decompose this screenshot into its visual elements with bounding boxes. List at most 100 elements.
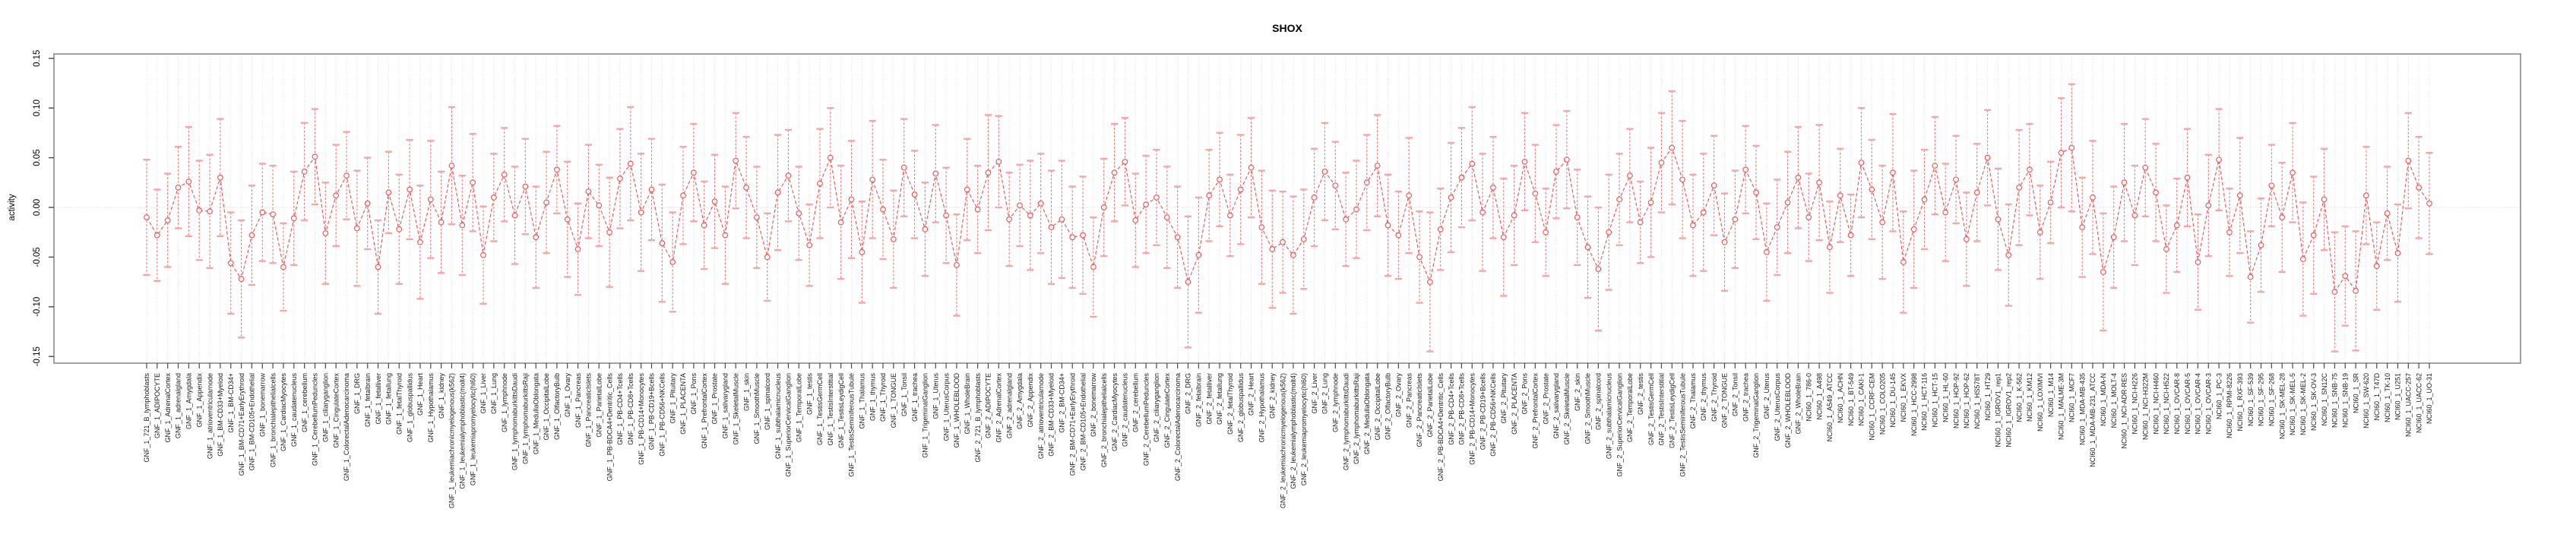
svg-text:GNF_2_BM-CD34+: GNF_2_BM-CD34+ — [1059, 373, 1066, 433]
svg-text:GNF_1_Prostate: GNF_1_Prostate — [711, 373, 719, 425]
svg-text:NCI60_1_HCT-116: NCI60_1_HCT-116 — [1921, 373, 1929, 431]
svg-text:GNF_1_lymphomaburkittsRaji: GNF_1_lymphomaburkittsRaji — [522, 373, 530, 464]
svg-text:NCI60_1_ACHN: NCI60_1_ACHN — [1837, 373, 1844, 423]
svg-text:GNF_2_PancreaticIslets: GNF_2_PancreaticIslets — [1416, 373, 1423, 447]
svg-text:GNF_2_MedullaOblongata: GNF_2_MedullaOblongata — [1363, 373, 1371, 454]
gridlines — [54, 54, 2521, 363]
svg-text:NCI60_1_OVCAR-3: NCI60_1_OVCAR-3 — [2204, 373, 2212, 435]
svg-text:GNF_2_bonemarrow: GNF_2_bonemarrow — [1090, 373, 1097, 438]
svg-text:GNF_2_trachea: GNF_2_trachea — [1742, 373, 1749, 422]
svg-text:GNF_1_lymphomaburkittsDaudi: GNF_1_lymphomaburkittsDaudi — [511, 373, 519, 470]
svg-text:GNF_2_PB-CD19+Bcells: GNF_2_PB-CD19+Bcells — [1479, 373, 1486, 451]
svg-text:GNF_2_Appendix: GNF_2_Appendix — [1027, 373, 1034, 428]
svg-text:NCI60_1_HCT-15: NCI60_1_HCT-15 — [1932, 373, 1939, 428]
svg-text:GNF_2_PrefrontalCortex: GNF_2_PrefrontalCortex — [1532, 373, 1540, 449]
svg-text:NCI60_1_CAKI-1: NCI60_1_CAKI-1 — [1858, 373, 1866, 426]
svg-text:GNF_1_Tonsil: GNF_1_Tonsil — [900, 373, 908, 416]
svg-text:GNF_2_cerebellum: GNF_2_cerebellum — [1131, 373, 1139, 432]
svg-text:GNF_2_Tonsil: GNF_2_Tonsil — [1732, 373, 1739, 416]
svg-text:GNF_1_Liver: GNF_1_Liver — [479, 373, 487, 414]
svg-text:GNF_2_caudatenucleus: GNF_2_caudatenucleus — [1122, 373, 1129, 447]
svg-text:GNF_2_Ovary: GNF_2_Ovary — [1395, 373, 1403, 418]
svg-text:GNF_2_PB-CD4+Tcells: GNF_2_PB-CD4+Tcells — [1448, 373, 1455, 445]
svg-text:GNF_1_lymphnode: GNF_1_lymphnode — [501, 373, 508, 432]
svg-text:NCI60_1_HT29: NCI60_1_HT29 — [1984, 373, 1992, 421]
svg-text:NCI60_1_DU-145: NCI60_1_DU-145 — [1889, 373, 1897, 428]
svg-text:NCI60_1_NCI-H322M: NCI60_1_NCI-H322M — [2141, 373, 2149, 440]
svg-text:GNF_2_SmoothMuscle: GNF_2_SmoothMuscle — [1584, 373, 1592, 444]
svg-text:NCI60_1_SK-MEL-5: NCI60_1_SK-MEL-5 — [2289, 373, 2296, 435]
svg-text:GNF_2_ADIPOCYTE: GNF_2_ADIPOCYTE — [985, 373, 992, 438]
svg-text:GNF_1_TemporalLobe: GNF_1_TemporalLobe — [795, 373, 802, 442]
svg-text:GNF_2_kidney: GNF_2_kidney — [1268, 373, 1276, 419]
svg-text:GNF_2_bronchialepithelialcells: GNF_2_bronchialepithelialcells — [1100, 373, 1108, 468]
svg-text:GNF_2_WholeBrain: GNF_2_WholeBrain — [1795, 373, 1802, 435]
svg-text:GNF_1_OlfactoryBulb: GNF_1_OlfactoryBulb — [553, 373, 561, 440]
svg-text:GNF_2_PB-CD8+Tcells: GNF_2_PB-CD8+Tcells — [1458, 373, 1466, 445]
svg-text:GNF_1_PLACENTA: GNF_1_PLACENTA — [679, 373, 687, 435]
svg-text:GNF_2_CingulateCortex: GNF_2_CingulateCortex — [1163, 373, 1171, 448]
svg-text:NCI60_1_NCI-H460: NCI60_1_NCI-H460 — [2152, 373, 2160, 435]
svg-text:GNF_2_lymphomaburkittsRaji: GNF_2_lymphomaburkittsRaji — [1353, 373, 1360, 464]
svg-text:GNF_1_bonemarrow: GNF_1_bonemarrow — [258, 373, 266, 438]
svg-text:GNF_2_WHOLEBLOOD: GNF_2_WHOLEBLOOD — [1784, 373, 1792, 448]
svg-text:NCI60_1_SF-295: NCI60_1_SF-295 — [2258, 373, 2265, 426]
svg-text:GNF_2_leukemiapromyelocytic(hl: GNF_2_leukemiapromyelocytic(hl60) — [1300, 373, 1308, 485]
error-bars — [143, 83, 2433, 353]
svg-text:GNF_1_BM-CD33+Myeloid: GNF_1_BM-CD33+Myeloid — [217, 373, 224, 457]
svg-text:GNF_1_CingulateCortex: GNF_1_CingulateCortex — [332, 373, 340, 448]
svg-text:0.00: 0.00 — [33, 199, 42, 216]
svg-text:NCI60_1_CCRF-CEM: NCI60_1_CCRF-CEM — [1869, 373, 1876, 441]
svg-text:NCI60_1_SR: NCI60_1_SR — [2352, 373, 2359, 414]
svg-text:NCI60_1_786-0: NCI60_1_786-0 — [1805, 373, 1812, 422]
svg-text:GNF_1_leukemialymphoblastic(mo: GNF_1_leukemialymphoblastic(molt4) — [458, 373, 466, 489]
svg-text:NCI60_1_K-562: NCI60_1_K-562 — [2015, 373, 2023, 422]
svg-text:GNF_1_leukemiapromyelocytic(hl: GNF_1_leukemiapromyelocytic(hl60) — [469, 373, 476, 485]
svg-text:GNF_1_PB-CD19+Bcells: GNF_1_PB-CD19+Bcells — [648, 373, 656, 451]
svg-text:GNF_2_spinalcord: GNF_2_spinalcord — [1595, 373, 1603, 430]
svg-text:GNF_1_TestisGermCell: GNF_1_TestisGermCell — [816, 373, 824, 445]
svg-text:GNF_1_Pituitary: GNF_1_Pituitary — [669, 373, 676, 424]
svg-text:GNF_1_bronchialepithelialcells: GNF_1_bronchialepithelialcells — [269, 373, 277, 468]
svg-text:GNF_2_Pons: GNF_2_Pons — [1521, 373, 1529, 415]
svg-text:NCI60_1_NCI-H226: NCI60_1_NCI-H226 — [2131, 373, 2139, 435]
svg-text:GNF_2_salivarygland: GNF_2_salivarygland — [1552, 373, 1560, 439]
svg-text:GNF_1_SkeletalMuscle: GNF_1_SkeletalMuscle — [732, 373, 739, 445]
svg-text:GNF_2_thymus: GNF_2_thymus — [1700, 373, 1707, 422]
svg-text:NCI60_1_SK-MEL-28: NCI60_1_SK-MEL-28 — [2278, 373, 2286, 439]
svg-text:GNF_1_trachea: GNF_1_trachea — [911, 373, 919, 422]
svg-text:NCI60_1_IGROV1_rep1: NCI60_1_IGROV1_rep1 — [1995, 373, 2002, 447]
svg-text:NCI60_1_TK-10: NCI60_1_TK-10 — [2384, 373, 2391, 422]
svg-text:GNF_1_atrioventricularnode: GNF_1_atrioventricularnode — [206, 373, 214, 459]
svg-text:GNF_1_skin: GNF_1_skin — [742, 373, 750, 411]
svg-text:GNF_2_testis: GNF_2_testis — [1637, 373, 1644, 416]
svg-text:GNF_1_Heart: GNF_1_Heart — [416, 373, 424, 416]
svg-text:GNF_2_subthalamicnucleus: GNF_2_subthalamicnucleus — [1605, 373, 1612, 460]
svg-text:GNF_2_PB-BDCA4+Dentritic_Cells: GNF_2_PB-BDCA4+Dentritic_Cells — [1437, 373, 1445, 482]
y-axis-label: activity — [8, 194, 17, 221]
svg-text:GNF_2_SuperiorCervicalGanglion: GNF_2_SuperiorCervicalGanglion — [1616, 373, 1623, 477]
svg-text:GNF_1_Amygdala: GNF_1_Amygdala — [185, 373, 193, 429]
svg-text:NCI60_1_UACC-62: NCI60_1_UACC-62 — [2415, 373, 2423, 433]
svg-text:GNF_2_BM-CD33+Myeloid: GNF_2_BM-CD33+Myeloid — [1048, 373, 1055, 457]
svg-text:GNF_1_fetalThyroid: GNF_1_fetalThyroid — [395, 373, 403, 435]
svg-text:NCI60_1_U251: NCI60_1_U251 — [2394, 373, 2402, 420]
svg-text:GNF_1_CardiacMyocytes: GNF_1_CardiacMyocytes — [280, 373, 287, 452]
svg-text:NCI60_1_HCC-2998: NCI60_1_HCC-2998 — [1910, 373, 1918, 436]
svg-text:-0.10: -0.10 — [33, 297, 42, 317]
svg-text:NCI60_1_BT-549: NCI60_1_BT-549 — [1847, 373, 1855, 426]
svg-text:GNF_2_lymphomaburkittsDaudi: GNF_2_lymphomaburkittsDaudi — [1342, 373, 1350, 470]
svg-text:NCI60_1_LOXIMVI: NCI60_1_LOXIMVI — [2036, 373, 2044, 432]
svg-text:GNF_2_Amygdala: GNF_2_Amygdala — [1016, 373, 1024, 429]
svg-text:GNF_1_Hypothalamus: GNF_1_Hypothalamus — [427, 373, 435, 443]
svg-text:NCI60_1_OVCAR-8: NCI60_1_OVCAR-8 — [2173, 373, 2181, 435]
svg-text:GNF_1_PB-BDCA4+Dentritic_Cells: GNF_1_PB-BDCA4+Dentritic_Cells — [606, 373, 613, 482]
svg-text:GNF_2_TestisInterstitial: GNF_2_TestisInterstitial — [1658, 373, 1666, 446]
svg-text:GNF_1_Appendix: GNF_1_Appendix — [195, 373, 203, 428]
svg-text:NCI60_1_HS578T: NCI60_1_HS578T — [1973, 373, 1981, 429]
svg-text:GNF_2_TONGUE: GNF_2_TONGUE — [1721, 373, 1729, 428]
svg-text:NCI60_1_SNB-19: NCI60_1_SNB-19 — [2341, 373, 2349, 428]
series-points — [144, 144, 2432, 296]
svg-text:GNF_2_CerebellumPeduncles: GNF_2_CerebellumPeduncles — [1142, 373, 1150, 466]
